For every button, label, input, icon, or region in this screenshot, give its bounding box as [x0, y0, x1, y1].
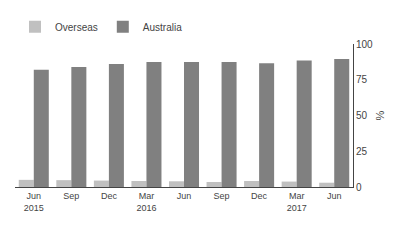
- svg-text:25: 25: [356, 146, 368, 157]
- svg-text:Mar2017: Mar2017: [287, 191, 307, 213]
- svg-text:0: 0: [356, 182, 362, 193]
- svg-text:100: 100: [356, 39, 373, 50]
- svg-text:Jun: Jun: [177, 191, 192, 201]
- svg-text:Australia: Australia: [143, 22, 182, 33]
- svg-text:50: 50: [356, 110, 368, 121]
- svg-text:Jun2015: Jun2015: [24, 191, 44, 213]
- svg-text:Sep: Sep: [63, 191, 79, 201]
- svg-text:Dec: Dec: [251, 191, 268, 201]
- svg-text:Jun: Jun: [327, 191, 342, 201]
- svg-text:Mar2016: Mar2016: [136, 191, 156, 213]
- svg-text:Overseas: Overseas: [55, 22, 98, 33]
- svg-text:%: %: [374, 110, 386, 120]
- svg-text:Sep: Sep: [214, 191, 230, 201]
- svg-text:75: 75: [356, 74, 368, 85]
- svg-text:Dec: Dec: [101, 191, 118, 201]
